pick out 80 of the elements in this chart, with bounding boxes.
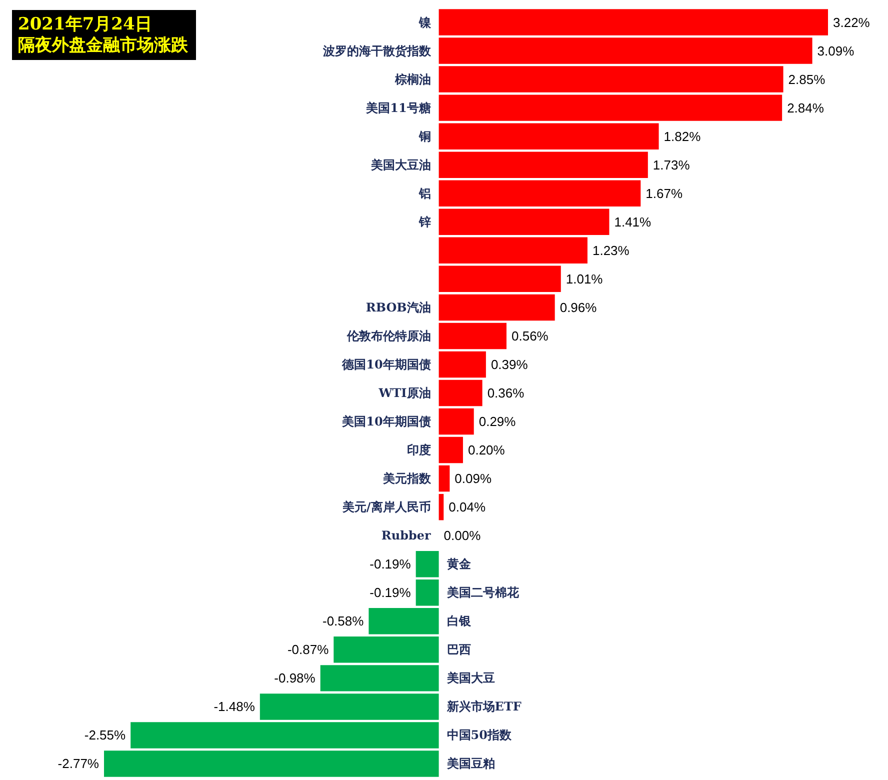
data-label: 0.20% — [468, 442, 506, 458]
bar — [104, 750, 439, 777]
data-label: -2.55% — [84, 728, 126, 743]
bar — [438, 152, 648, 178]
y-tick-label: 铝 — [418, 186, 431, 200]
data-label: 0.09% — [454, 471, 492, 486]
data-label: -0.98% — [274, 670, 316, 686]
bar — [130, 722, 439, 748]
bar — [438, 266, 561, 292]
y-tick-label: 白银 — [446, 614, 472, 628]
bar — [438, 465, 450, 492]
y-tick-label: 美国10年期国债 — [341, 414, 431, 429]
data-label: 3.09% — [817, 43, 855, 58]
data-label: -0.19% — [370, 556, 412, 572]
data-label: 1.01% — [566, 271, 604, 286]
y-tick-label: 美国二号棉花 — [446, 586, 520, 600]
data-label: 0.36% — [487, 386, 525, 400]
bar — [320, 665, 439, 692]
y-tick-label: Rubber — [381, 528, 432, 543]
data-label: 1.23% — [592, 242, 630, 258]
y-tick-label: 伦敦布伦特原油 — [346, 328, 431, 343]
bar — [368, 608, 439, 634]
y-tick-label: 锌 — [418, 214, 431, 229]
y-tick-label: 新兴市场ETF — [446, 700, 522, 714]
y-tick-label: 美国大豆油 — [370, 158, 431, 172]
bar — [438, 9, 828, 36]
data-label: 0.96% — [560, 300, 598, 315]
y-tick-label: 棕榈油 — [394, 72, 431, 86]
data-label: 0.00% — [444, 528, 482, 544]
bar — [438, 494, 444, 520]
chart-title: 2021年7月24日 — [18, 14, 152, 34]
data-label: 1.73% — [652, 157, 690, 172]
y-tick-label: 巴西 — [446, 642, 471, 657]
bar — [438, 66, 784, 92]
y-tick-label: 铜 — [418, 129, 431, 144]
bar — [438, 322, 506, 350]
bar — [438, 436, 463, 464]
bar — [438, 294, 555, 321]
bar — [438, 38, 812, 64]
bar — [438, 380, 482, 406]
data-label: 0.56% — [511, 328, 549, 344]
data-label: 2.84% — [787, 100, 824, 116]
data-label: 1.41% — [614, 214, 652, 230]
data-label: 3.22% — [833, 14, 870, 30]
data-label: -1.48% — [214, 699, 256, 714]
bar — [438, 351, 486, 378]
data-label: 1.67% — [646, 186, 683, 201]
y-tick-label: 美元/离岸人民币 — [341, 500, 431, 514]
bar — [438, 208, 610, 236]
y-tick-label: 镍 — [418, 15, 432, 30]
bar — [438, 180, 641, 206]
y-tick-label: 黄金 — [446, 557, 472, 572]
bar — [416, 580, 439, 606]
bar — [438, 123, 659, 150]
bar — [438, 94, 782, 121]
data-label: -0.19% — [370, 585, 412, 600]
y-tick-label: 波罗的海干散货指数 — [322, 44, 432, 58]
text: 隔夜外盘金融市场涨跌 — [18, 36, 189, 56]
bar — [260, 694, 439, 720]
data-label: 1.82% — [664, 128, 702, 144]
bar — [334, 636, 439, 663]
bar — [438, 237, 588, 264]
y-tick-label: 美国豆粕 — [446, 756, 495, 771]
y-tick-label: 中国50指数 — [446, 728, 513, 742]
y-tick-label: 德国10年期国债 — [341, 357, 431, 372]
data-label: -0.58% — [322, 614, 364, 629]
bar — [416, 550, 439, 578]
y-tick-label: RBOB汽油 — [366, 300, 431, 314]
y-tick-label: 美国11号糖 — [365, 100, 431, 115]
data-label: -0.87% — [287, 642, 330, 658]
y-tick-label: WTI原油 — [378, 386, 431, 400]
y-tick-label: 印度 — [406, 443, 431, 458]
data-label: 2.85% — [788, 72, 826, 87]
data-label: 0.29% — [478, 414, 516, 430]
y-tick-label: 美国大豆 — [446, 671, 495, 686]
bar — [438, 408, 474, 435]
y-tick-label: 美元指数 — [382, 472, 432, 486]
data-label: 0.39% — [490, 356, 528, 372]
data-label: 0.04% — [448, 500, 486, 515]
data-label: -2.77% — [58, 756, 100, 772]
